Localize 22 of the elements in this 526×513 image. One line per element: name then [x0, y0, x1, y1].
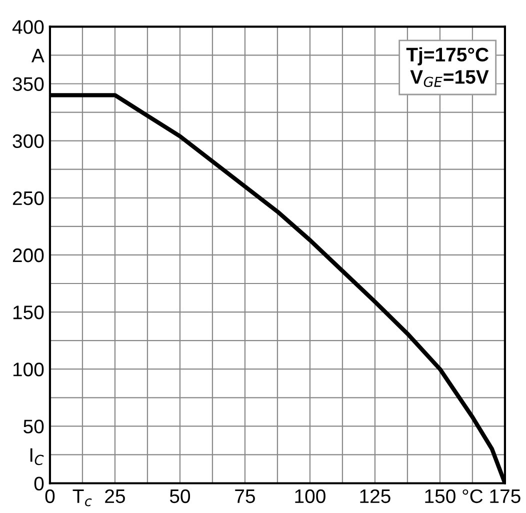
y-tick-label: 200: [12, 248, 44, 262]
x-tick-label: T$_{c}$: [72, 489, 92, 506]
y-tick-label: 150: [13, 306, 44, 320]
y-tick-label: 100: [13, 362, 44, 376]
x-tick-label: 100: [295, 489, 326, 504]
x-tick-label: 0: [45, 489, 55, 504]
y-tick-label: 50: [24, 420, 44, 434]
y-tick-label: I$_{C}$: [30, 448, 44, 466]
y-tick-label: 300: [12, 134, 44, 148]
x-tick-label: 75: [235, 490, 255, 504]
annotation: Tj=175°C V$_{GE}$=15V: [406, 47, 489, 88]
x-tick-label: 50: [170, 489, 190, 504]
y-tick-label: 400: [12, 20, 44, 34]
y-tick-label: 350: [12, 77, 44, 91]
y-tick-label: 250: [12, 191, 44, 206]
y-tick-label: 0: [34, 476, 44, 490]
x-tick-label: 175: [490, 490, 520, 504]
x-tick-label: 150: [425, 489, 456, 504]
x-tick-label: 25: [105, 489, 125, 504]
x-tick-label: 125: [360, 489, 390, 504]
y-tick-label: A: [31, 48, 44, 62]
x-tick-label: °C: [462, 489, 483, 504]
